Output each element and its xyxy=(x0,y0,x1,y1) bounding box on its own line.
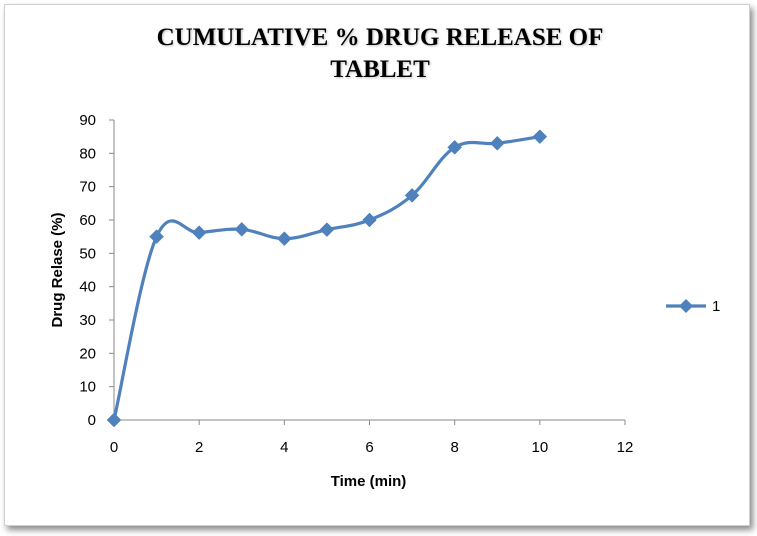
x-tick-label: 6 xyxy=(365,439,373,456)
y-tick-label: 80 xyxy=(79,145,96,162)
data-point-marker xyxy=(489,135,505,151)
legend-label: 1 xyxy=(712,298,720,315)
y-tick-labels: 0 10 20 30 40 50 60 70 80 90 xyxy=(79,112,114,429)
y-tick-label: 10 xyxy=(79,379,96,396)
y-tick-label: 60 xyxy=(79,212,96,229)
legend: 1 xyxy=(666,298,720,315)
data-point-marker xyxy=(106,412,122,428)
series-layer xyxy=(106,129,548,428)
x-axis-label: Time (min) xyxy=(331,473,407,490)
data-point-marker xyxy=(362,212,377,228)
data-point-marker xyxy=(404,187,420,203)
chart-frame xyxy=(4,4,750,526)
y-tick-label: 0 xyxy=(88,412,96,429)
x-tick-label: 12 xyxy=(617,439,634,456)
chart-title: CUMULATIVE % DRUG RELEASE OF TABLET xyxy=(60,22,700,86)
y-tick-label: 30 xyxy=(79,312,96,329)
x-tick-label: 0 xyxy=(110,439,118,456)
data-point-marker xyxy=(149,229,164,245)
chart-title-line-1: CUMULATIVE % DRUG RELEASE OF xyxy=(156,24,604,51)
y-tick-label: 20 xyxy=(79,345,96,362)
x-tick-labels: 0 2 4 6 8 10 12 xyxy=(110,420,634,456)
x-tick-label: 4 xyxy=(280,439,288,456)
series-line xyxy=(112,135,542,422)
data-point-marker xyxy=(191,225,207,241)
data-point-marker xyxy=(532,129,548,145)
chart-title-line-2: TABLET xyxy=(330,56,430,83)
y-axis-label: Drug Relase (%) xyxy=(49,212,66,327)
data-point-marker xyxy=(276,231,292,247)
legend-marker-swatch xyxy=(679,299,693,313)
y-tick-label: 40 xyxy=(79,279,96,296)
y-tick-label: 70 xyxy=(79,179,96,196)
x-tick-label: 10 xyxy=(531,439,548,456)
data-point-marker xyxy=(447,139,463,155)
data-point-marker xyxy=(319,222,335,238)
x-tick-label: 2 xyxy=(195,439,203,456)
x-tick-label: 8 xyxy=(450,439,458,456)
y-tick-label: 50 xyxy=(79,245,96,262)
axes xyxy=(113,120,625,421)
y-tick-label: 90 xyxy=(79,112,96,129)
data-point-marker xyxy=(234,221,250,237)
